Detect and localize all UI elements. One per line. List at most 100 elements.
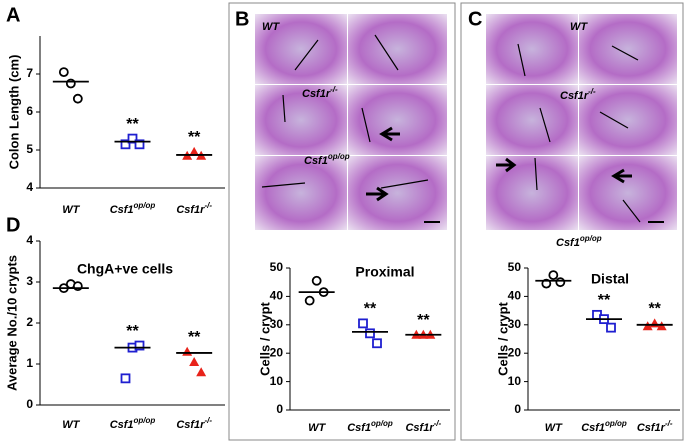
data-point <box>304 295 315 306</box>
x-tick-label-main: WT <box>62 419 80 431</box>
image-label-main: Csf1 <box>556 237 580 249</box>
x-tick-label-sup: op/op <box>134 416 156 425</box>
y-tick-label: 50 <box>270 260 284 274</box>
panel-label: A <box>6 4 20 26</box>
y-tick-label: 40 <box>508 289 522 303</box>
data-point <box>642 321 653 331</box>
tissue-image <box>579 14 677 84</box>
tissue-image <box>579 85 677 155</box>
y-axis-label: Average No./10 crypts <box>4 255 19 391</box>
chart-title: ChgA+ve cells <box>77 261 173 277</box>
y-tick-label: 4 <box>26 233 33 247</box>
image-label-main: Csf1r <box>302 88 331 100</box>
data-point <box>189 356 200 366</box>
arrow <box>379 126 400 142</box>
y-tick-label: 0 <box>276 402 283 416</box>
arrow <box>611 168 632 184</box>
image-label: Csf1op/op <box>556 234 602 249</box>
y-tick-label: 4 <box>26 180 33 194</box>
image-label: Csf1op/op <box>304 152 350 167</box>
x-tick-label-main: Csf1 <box>581 422 605 434</box>
tissue-image <box>486 85 578 155</box>
x-tick-label-main: Csf1r <box>637 422 666 434</box>
x-tick-label-sup: -/- <box>434 419 442 428</box>
x-tick-label-sup: op/op <box>371 419 393 428</box>
y-tick-label: 2 <box>26 315 33 329</box>
measure-line <box>517 43 641 223</box>
y-tick-label: 20 <box>508 345 522 359</box>
data-point <box>358 318 368 329</box>
data-point <box>127 133 138 144</box>
x-tick-label: Csf1op/op <box>347 419 393 434</box>
x-tick-label: Csf1r-/- <box>176 201 212 216</box>
y-tick-label: 40 <box>270 289 284 303</box>
panel-b-frame <box>228 2 456 441</box>
image-label-sup: op/op <box>328 152 350 161</box>
panel-label: C <box>468 8 482 30</box>
x-tick-label: Csf1r-/- <box>405 419 441 434</box>
x-tick-label-main: WT <box>62 204 80 216</box>
x-tick-label-sup: op/op <box>134 201 156 210</box>
x-tick-label: WT <box>308 422 326 434</box>
histology-c <box>486 14 677 249</box>
data-point <box>548 270 559 281</box>
data-point <box>196 367 207 377</box>
image-label: WT <box>570 21 588 33</box>
data-point <box>311 275 322 286</box>
x-tick-label-main: Csf1 <box>110 419 134 431</box>
tissue-image <box>486 156 578 230</box>
x-tick-label-sup: op/op <box>605 419 627 428</box>
data-point <box>134 340 145 351</box>
measure-line <box>261 34 429 189</box>
significance: ** <box>126 116 139 133</box>
histology-b <box>255 14 447 230</box>
x-tick-label: WT <box>62 204 80 216</box>
data-point <box>656 321 667 331</box>
y-axis-label: Cells / crypt <box>257 301 272 375</box>
x-tick-label: Csf1op/op <box>110 201 156 216</box>
x-tick-label-sup: -/- <box>204 201 212 210</box>
image-label-sup: -/- <box>588 87 596 96</box>
image-label: WT <box>262 21 280 33</box>
data-point <box>72 93 83 104</box>
data-point <box>120 373 131 384</box>
image-label-main: WT <box>570 21 588 33</box>
image-label-sup: op/op <box>580 234 602 243</box>
y-tick-label: 30 <box>508 317 522 331</box>
data-point <box>120 139 131 150</box>
data-point <box>606 322 616 333</box>
y-tick-label: 5 <box>26 142 33 156</box>
tissue-image <box>255 85 347 155</box>
x-tick-label-main: Csf1r <box>176 204 205 216</box>
panel-c-frame <box>460 2 684 441</box>
tissue-image <box>579 156 677 230</box>
data-point <box>182 346 193 356</box>
significance: ** <box>188 329 201 346</box>
tissue-image <box>486 14 578 84</box>
y-tick-label: 3 <box>26 274 33 288</box>
image-label-main: Csf1 <box>304 155 328 167</box>
y-tick-label: 10 <box>508 374 522 388</box>
x-tick-label-main: WT <box>308 422 326 434</box>
y-tick-label: 0 <box>514 402 521 416</box>
tissue-image <box>348 156 447 230</box>
significance: ** <box>648 301 661 318</box>
y-tick-label: 30 <box>270 317 284 331</box>
x-tick-label-main: WT <box>545 422 563 434</box>
image-label-sup: -/- <box>330 85 338 94</box>
y-tick-label: 0 <box>26 397 33 411</box>
significance: ** <box>188 129 201 146</box>
arrow <box>496 157 517 173</box>
tissue-image <box>348 14 447 84</box>
image-label: Csf1r-/- <box>302 85 338 100</box>
arrow <box>366 186 389 202</box>
significance: ** <box>417 312 430 329</box>
significance: ** <box>598 292 611 309</box>
y-tick-label: 20 <box>270 345 284 359</box>
x-tick-label-main: Csf1 <box>347 422 371 434</box>
y-tick-label: 7 <box>26 66 33 80</box>
y-tick-label: 10 <box>270 374 284 388</box>
y-axis-label: Colon Length (cm) <box>6 55 21 170</box>
x-tick-label: WT <box>62 419 80 431</box>
